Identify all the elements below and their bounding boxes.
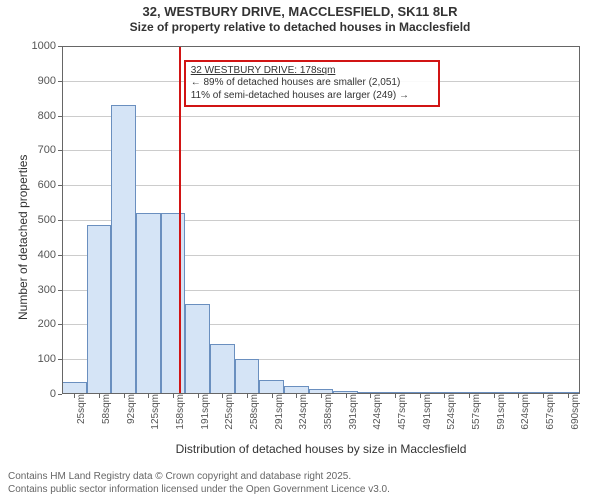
ytick-label: 600: [38, 179, 62, 191]
title-line-2: Size of property relative to detached ho…: [0, 20, 600, 34]
xtick-label: 291sqm: [272, 394, 285, 430]
reference-line: [179, 46, 181, 394]
xtick-label: 158sqm: [173, 394, 186, 430]
title-block: 32, WESTBURY DRIVE, MACCLESFIELD, SK11 8…: [0, 4, 600, 34]
annotation-line-2: 11% of semi-detached houses are larger (…: [191, 90, 433, 103]
xtick-label: 424sqm: [370, 394, 383, 430]
xtick-label: 690sqm: [568, 394, 581, 430]
ytick-label: 400: [38, 249, 62, 261]
histogram-bar: [259, 380, 284, 394]
xtick-label: 324sqm: [296, 394, 309, 430]
xtick-label: 491sqm: [420, 394, 433, 430]
footer-attribution: Contains HM Land Registry data © Crown c…: [8, 471, 390, 496]
xtick-label: 457sqm: [395, 394, 408, 430]
xtick-label: 657sqm: [543, 394, 556, 430]
xtick-label: 524sqm: [444, 394, 457, 430]
ytick-label: 200: [38, 318, 62, 330]
histogram-bar: [62, 382, 87, 394]
plot-area: 01002003004005006007008009001000 25sqm58…: [62, 46, 580, 394]
chart-container: 32, WESTBURY DRIVE, MACCLESFIELD, SK11 8…: [0, 0, 600, 500]
ytick-label: 300: [38, 284, 62, 296]
xtick-label: 125sqm: [148, 394, 161, 430]
annotation-box: 32 WESTBURY DRIVE: 178sqm ← 89% of detac…: [184, 60, 440, 108]
histogram-bar: [235, 359, 260, 394]
histogram-bar: [136, 213, 161, 394]
xtick-label: 92sqm: [124, 394, 137, 424]
y-axis-label: Number of detached properties: [16, 155, 30, 320]
ytick-label: 1000: [32, 40, 62, 52]
ytick-label: 700: [38, 144, 62, 156]
xtick-label: 25sqm: [74, 394, 87, 424]
gridline: [62, 150, 580, 151]
title-line-1: 32, WESTBURY DRIVE, MACCLESFIELD, SK11 8…: [0, 4, 600, 19]
histogram-bar: [185, 304, 210, 394]
footer-line-2: Contains public sector information licen…: [8, 484, 390, 497]
xtick-label: 557sqm: [469, 394, 482, 430]
xtick-label: 258sqm: [247, 394, 260, 430]
xtick-label: 358sqm: [321, 394, 334, 430]
xtick-label: 624sqm: [518, 394, 531, 430]
gridline: [62, 185, 580, 186]
histogram-bar: [111, 105, 136, 394]
ytick-label: 800: [38, 110, 62, 122]
histogram-bar: [87, 225, 112, 394]
xtick-label: 391sqm: [346, 394, 359, 430]
ytick-label: 0: [50, 388, 62, 400]
x-axis-label: Distribution of detached houses by size …: [62, 442, 580, 456]
histogram-bar: [284, 386, 309, 394]
gridline: [62, 116, 580, 117]
footer-line-1: Contains HM Land Registry data © Crown c…: [8, 471, 390, 484]
annotation-title: 32 WESTBURY DRIVE: 178sqm: [191, 65, 433, 78]
xtick-label: 591sqm: [494, 394, 507, 430]
ytick-label: 900: [38, 75, 62, 87]
ytick-label: 500: [38, 214, 62, 226]
histogram-bar: [161, 213, 186, 394]
histogram-bar: [210, 344, 235, 394]
ytick-label: 100: [38, 353, 62, 365]
xtick-label: 191sqm: [198, 394, 211, 430]
xtick-label: 58sqm: [99, 394, 112, 424]
annotation-line-1: ← 89% of detached houses are smaller (2,…: [191, 77, 433, 90]
xtick-label: 225sqm: [222, 394, 235, 430]
